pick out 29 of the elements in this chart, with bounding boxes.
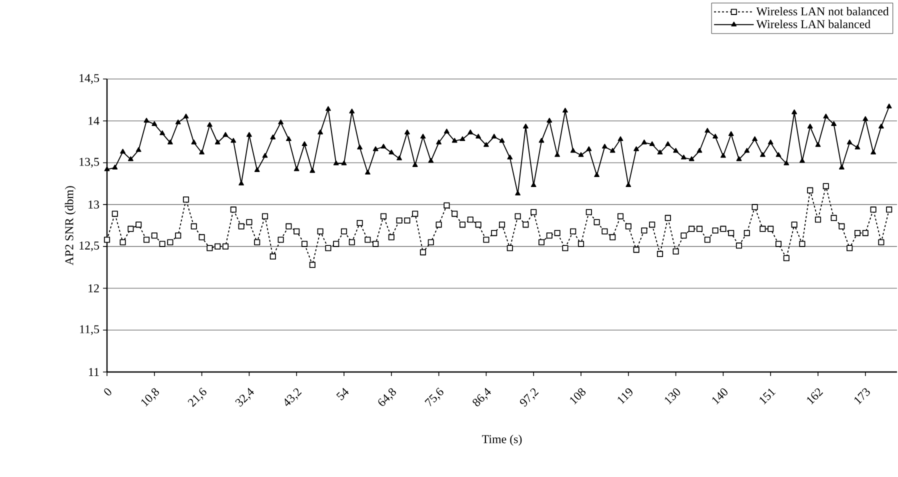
x-tick-label: 10,8 bbox=[141, 388, 159, 407]
y-tick-label: 12,5 bbox=[80, 242, 100, 252]
x-tick-label: 32,4 bbox=[235, 388, 254, 407]
x-tick-label: 54 bbox=[336, 388, 349, 400]
y-tick-label: 14 bbox=[88, 116, 100, 125]
x-axis-title: Time (s) bbox=[482, 434, 522, 446]
y-tick-label: 13 bbox=[88, 200, 100, 209]
y-tick-label: 12 bbox=[88, 284, 99, 292]
x-tick-label: 97,2 bbox=[520, 388, 539, 407]
x-tick-label: 75,6 bbox=[424, 388, 444, 406]
y-axis-title: AP2 SNR (dbm) bbox=[64, 186, 76, 266]
legend-label: Wireless LAN not balanced bbox=[756, 7, 889, 16]
y-tick-label: 14,5 bbox=[80, 74, 100, 84]
x-tick-label: 108 bbox=[570, 388, 586, 405]
x-tick-label: 86,4 bbox=[472, 388, 491, 406]
legend-label: Wireless LAN balanced bbox=[756, 20, 870, 28]
y-tick-label: 11,5 bbox=[80, 325, 100, 336]
x-tick-label: 173 bbox=[854, 388, 870, 404]
x-tick-label: 43,2 bbox=[284, 388, 302, 406]
x-tick-label: 130 bbox=[664, 388, 680, 405]
x-tick-label: 162 bbox=[807, 388, 824, 404]
x-tick-label: 119 bbox=[618, 388, 632, 404]
x-tick-label: 21,6 bbox=[188, 388, 206, 407]
y-tick-label: 11 bbox=[89, 368, 99, 376]
x-tick-label: 64,8 bbox=[378, 388, 396, 406]
x-tick-label: 140 bbox=[712, 388, 728, 405]
y-tick-label: 13,5 bbox=[80, 158, 100, 168]
x-tick-label: 0 bbox=[104, 388, 112, 396]
x-tick-label: 151 bbox=[760, 388, 776, 404]
